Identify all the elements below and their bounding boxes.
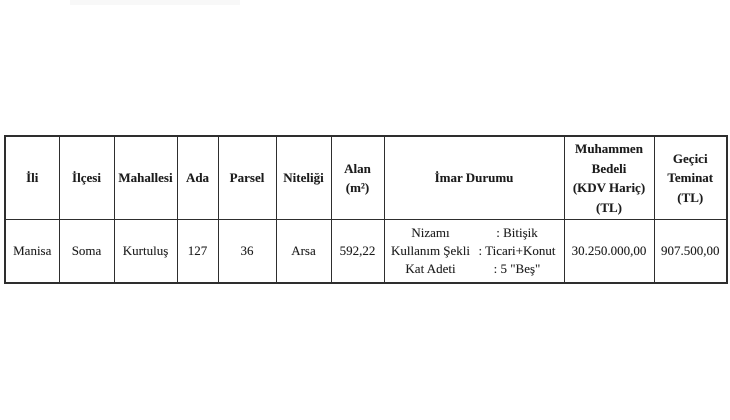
cell-gecici-teminat: 907.500,00: [653, 219, 728, 284]
cell-mahallesi: Kurtuluş: [113, 219, 178, 284]
cell-imar-durumu: Nizamı : Bitişik Kullanım Şekli : Ticari…: [383, 219, 565, 284]
imar-value: : Ticari+Konut: [478, 243, 556, 258]
col-header-parsel: Parsel: [217, 135, 277, 220]
table-row: Manisa Soma Kurtuluş 127 36 Arsa 592,22 …: [4, 219, 728, 284]
imar-line-kullanim-sekli: Kullanım Şekli : Ticari+Konut: [388, 242, 561, 260]
col-header-imar-durumu: İmar Durumu: [383, 135, 565, 220]
imar-value: : 5 "Beş": [493, 261, 541, 276]
imar-label: Nizamı: [411, 225, 450, 240]
property-table-container: İli İlçesi Mahallesi Ada Parsel Niteliği…: [4, 135, 728, 284]
col-header-ada: Ada: [176, 135, 219, 220]
table-header-row: İli İlçesi Mahallesi Ada Parsel Niteliği…: [4, 135, 728, 220]
cell-alan: 592,22: [330, 219, 385, 284]
imar-line-nizami: Nizamı : Bitişik: [388, 224, 561, 242]
cell-ilcesi: Soma: [58, 219, 115, 284]
col-header-ilcesi: İlçesi: [58, 135, 115, 220]
col-header-muhammen-bedeli: Muhammen Bedeli (KDV Hariç) (TL): [563, 135, 655, 220]
imar-label: Kat Adeti: [405, 261, 456, 276]
cell-muhammen-bedeli: 30.250.000,00: [563, 219, 655, 284]
imar-label: Kullanım Şekli: [390, 243, 471, 258]
scan-artifact: [70, 0, 240, 5]
imar-line-kat-adeti: Kat Adeti : 5 "Beş": [388, 260, 561, 278]
col-header-alan: Alan (m²): [330, 135, 385, 220]
col-header-niteligi: Niteliği: [275, 135, 332, 220]
property-table: İli İlçesi Mahallesi Ada Parsel Niteliği…: [4, 135, 728, 284]
col-header-gecici-teminat: Geçici Teminat (TL): [653, 135, 728, 220]
cell-ili: Manisa: [4, 219, 60, 284]
cell-ada: 127: [176, 219, 219, 284]
col-header-mahallesi: Mahallesi: [113, 135, 178, 220]
col-header-ili: İli: [4, 135, 60, 220]
imar-value: : Bitişik: [496, 225, 538, 240]
cell-parsel: 36: [217, 219, 277, 284]
cell-niteligi: Arsa: [275, 219, 332, 284]
